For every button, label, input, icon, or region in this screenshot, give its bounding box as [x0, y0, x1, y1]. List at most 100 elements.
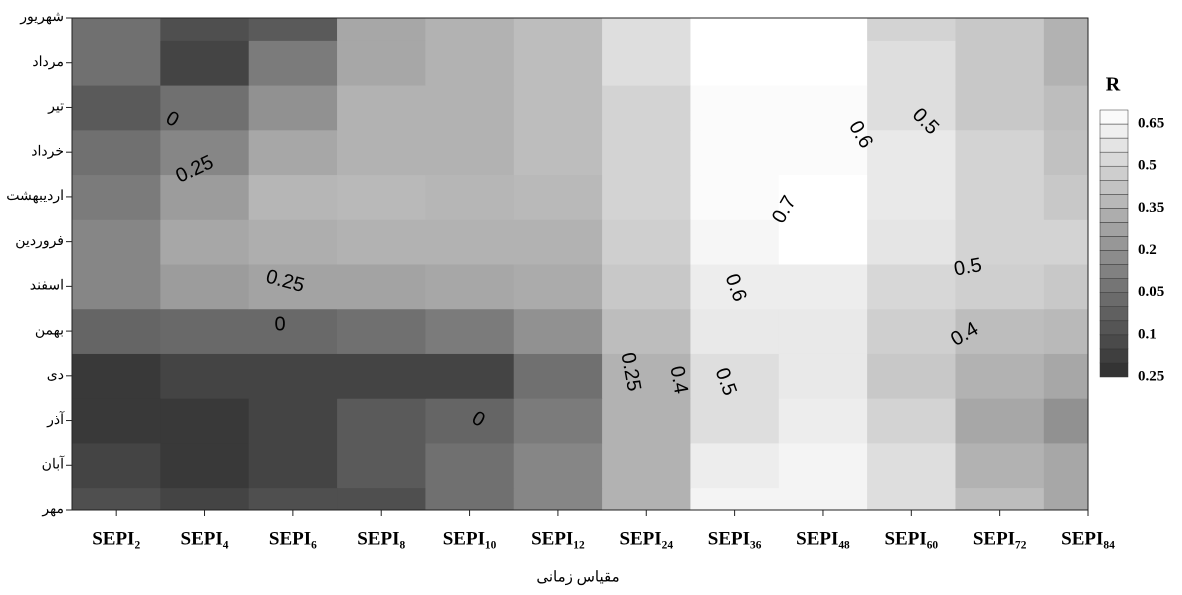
- y-tick-label: خرداد: [31, 144, 64, 159]
- contour-cell: [425, 219, 515, 265]
- contour-cell: [867, 353, 956, 399]
- contour-cell: [160, 264, 250, 310]
- contour-cell: [72, 442, 161, 489]
- colorbar-swatch: [1099, 123, 1129, 139]
- x-tick-label: SEPI₃₆: [708, 528, 762, 549]
- contour-cell: [248, 264, 338, 310]
- contour-cell: [690, 308, 780, 354]
- contour-cell: [690, 398, 780, 444]
- contour-cell: [778, 264, 868, 310]
- contour-cell: [513, 219, 603, 265]
- contour-cell: [602, 85, 691, 131]
- contour-cell: [1043, 487, 1088, 510]
- colorbar-swatch: [1099, 250, 1129, 265]
- contour-cell: [160, 308, 250, 354]
- contour-cell: [337, 487, 426, 510]
- contour-cell: [72, 18, 161, 41]
- contour-cell: [72, 174, 161, 220]
- contour-cell: [778, 353, 868, 399]
- colorbar-swatch: [1099, 278, 1129, 293]
- x-tick-label: SEPI₂: [92, 528, 140, 549]
- contour-cell: [690, 40, 780, 86]
- colorbar-swatch: [1099, 137, 1129, 153]
- contour-cell: [690, 129, 780, 176]
- contour-cell: [337, 219, 426, 265]
- colorbar-swatch: [1099, 194, 1129, 209]
- contour-cell: [1043, 353, 1088, 399]
- x-axis-label: مقیاس زمانی: [536, 569, 619, 585]
- contour-cell: [867, 264, 956, 310]
- x-tick-label: SEPI₆₀: [884, 528, 938, 549]
- contour-cell: [778, 308, 868, 354]
- colorbar-tick-label: 0.35: [1138, 200, 1164, 216]
- contour-cell: [160, 18, 250, 41]
- contour-cell: [867, 442, 956, 489]
- x-tick-label: SEPI₆: [269, 528, 317, 549]
- contour-cell: [867, 18, 956, 41]
- contour-cell: [690, 264, 780, 310]
- contour-cell: [778, 129, 868, 176]
- contour-cell: [867, 219, 956, 265]
- contour-label: 0: [274, 313, 285, 335]
- contour-cell: [1043, 398, 1088, 444]
- contour-cell: [602, 442, 691, 489]
- y-tick-label: مهر: [41, 502, 64, 517]
- contour-cell: [955, 487, 1045, 510]
- colorbar-swatch: [1099, 292, 1129, 307]
- colorbar-swatch: [1099, 151, 1129, 167]
- contour-cell: [602, 40, 691, 86]
- contour-cell: [337, 353, 426, 399]
- x-tick-label: SEPI₁₀: [443, 528, 497, 549]
- contour-cell: [425, 398, 515, 444]
- contour-cell: [690, 219, 780, 265]
- contour-cell: [425, 353, 515, 399]
- x-tick-label: SEPI₄: [181, 528, 229, 549]
- contour-cell: [248, 219, 338, 265]
- x-tick-label: SEPI₇₂: [973, 528, 1027, 549]
- contour-label: 0.4: [665, 364, 691, 395]
- contour-cell: [72, 129, 161, 176]
- contour-cell: [160, 487, 250, 510]
- contour-label: 0.5: [952, 254, 983, 280]
- contour-cell: [337, 398, 426, 444]
- contour-cell: [1043, 129, 1088, 176]
- y-tick-label: آذر: [46, 410, 65, 428]
- contour-cell: [337, 264, 426, 310]
- contour-cell: [72, 85, 161, 131]
- contour-cell: [778, 219, 868, 265]
- y-tick-label: فروردین: [15, 234, 64, 249]
- y-tick-label: دی: [47, 368, 64, 383]
- contour-cell: [955, 308, 1045, 354]
- contour-cell: [337, 442, 426, 489]
- contour-cell: [160, 129, 250, 176]
- contour-cell: [602, 174, 691, 220]
- contour-cell: [690, 174, 780, 220]
- contour-cell: [778, 487, 868, 510]
- contour-cell: [248, 398, 338, 444]
- contour-cell: [425, 308, 515, 354]
- contour-cell: [425, 85, 515, 131]
- contour-cell: [160, 219, 250, 265]
- contour-cell: [425, 40, 515, 86]
- colorbar-swatch: [1099, 109, 1129, 125]
- contour-cell: [248, 442, 338, 489]
- contour-cell: [690, 353, 780, 399]
- contour-cell: [867, 129, 956, 176]
- contour-cell: [778, 40, 868, 86]
- contour-cell: [513, 40, 603, 86]
- y-tick-label: بهمن: [35, 323, 64, 338]
- contour-cell: [425, 129, 515, 176]
- contour-cell: [1043, 264, 1088, 310]
- contour-cell: [1043, 85, 1088, 131]
- contour-cell: [1043, 40, 1088, 86]
- colorbar-swatch: [1099, 320, 1129, 336]
- colorbar-swatch: [1099, 180, 1129, 195]
- contour-cell: [337, 18, 426, 41]
- contour-cell: [160, 353, 250, 399]
- contour-cell: [337, 40, 426, 86]
- contour-cell: [248, 129, 338, 176]
- contour-cell: [513, 308, 603, 354]
- colorbar-swatch: [1099, 165, 1129, 181]
- contour-cell: [867, 174, 956, 220]
- colorbar-swatch: [1099, 222, 1129, 237]
